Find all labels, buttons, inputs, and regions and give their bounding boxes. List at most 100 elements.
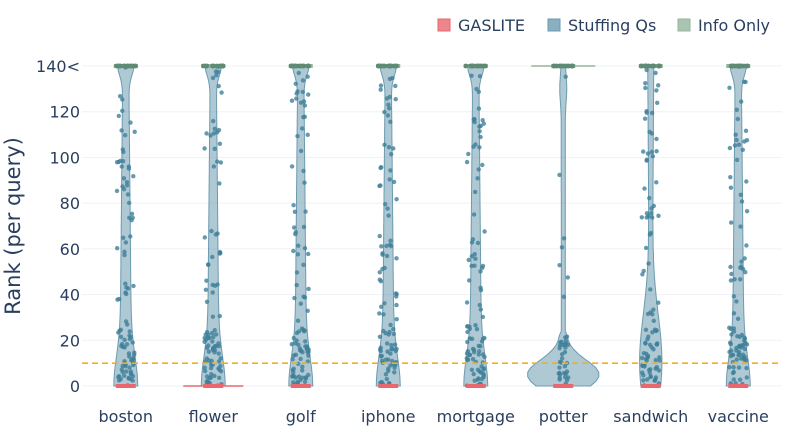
data-point xyxy=(467,326,472,332)
data-point xyxy=(218,250,223,256)
data-point xyxy=(478,134,483,140)
legend-label[interactable]: Info Only xyxy=(698,16,770,35)
data-point xyxy=(640,272,645,277)
data-point xyxy=(130,215,135,220)
data-point xyxy=(217,141,223,146)
data-point xyxy=(476,167,481,172)
data-point xyxy=(647,195,652,201)
data-point xyxy=(382,301,387,306)
data-point xyxy=(294,270,300,275)
data-point xyxy=(301,114,306,120)
data-point xyxy=(734,299,739,304)
data-point xyxy=(377,183,382,189)
x-tick-potter: potter xyxy=(539,407,588,426)
data-point xyxy=(562,342,567,347)
data-point xyxy=(202,235,207,240)
data-point xyxy=(386,213,391,218)
data-point xyxy=(649,211,654,216)
data-point xyxy=(731,294,737,299)
data-point xyxy=(648,230,654,236)
data-point xyxy=(744,342,750,347)
data-point xyxy=(557,365,562,370)
data-point xyxy=(292,63,298,69)
data-point xyxy=(743,128,749,133)
data-point xyxy=(469,367,475,372)
data-point xyxy=(127,365,132,370)
data-point xyxy=(386,357,391,362)
data-point xyxy=(477,129,482,134)
data-point xyxy=(569,63,575,69)
data-point xyxy=(382,265,387,271)
data-point xyxy=(654,136,659,142)
data-point xyxy=(124,285,129,290)
legend-swatch[interactable] xyxy=(437,18,451,32)
data-point xyxy=(465,339,470,345)
data-point xyxy=(292,209,298,214)
data-point xyxy=(559,356,565,361)
data-point xyxy=(639,355,645,361)
data-point xyxy=(391,179,397,185)
legend[interactable]: GASLITE Stuffing Qs Info Only xyxy=(437,16,770,35)
data-point xyxy=(212,328,217,333)
data-point xyxy=(561,294,567,299)
data-point xyxy=(480,336,486,341)
data-point xyxy=(388,322,393,328)
data-point xyxy=(476,352,481,357)
data-point xyxy=(479,376,484,382)
data-point xyxy=(739,264,744,269)
data-point xyxy=(294,282,299,288)
data-point xyxy=(477,369,482,374)
data-point xyxy=(295,252,301,257)
data-point xyxy=(301,63,307,69)
data-point xyxy=(645,151,651,156)
data-point xyxy=(302,246,308,251)
data-point xyxy=(650,330,655,335)
data-point xyxy=(736,353,741,358)
data-point xyxy=(643,341,648,346)
data-point xyxy=(744,365,749,371)
data-point xyxy=(481,121,486,126)
data-point xyxy=(123,319,129,324)
data-point xyxy=(377,334,383,339)
data-point xyxy=(208,133,213,138)
data-point xyxy=(386,102,391,107)
legend-label[interactable]: GASLITE xyxy=(458,16,525,35)
data-point xyxy=(116,113,122,119)
data-point xyxy=(377,311,382,316)
data-point xyxy=(650,312,655,317)
data-point xyxy=(466,257,471,263)
data-point xyxy=(740,147,745,152)
legend-swatch[interactable] xyxy=(677,18,691,32)
data-point xyxy=(393,291,398,296)
data-point xyxy=(470,357,476,362)
data-point xyxy=(391,146,396,151)
data-point xyxy=(480,263,486,269)
data-point xyxy=(289,164,295,169)
data-point xyxy=(116,330,121,335)
data-point xyxy=(204,374,210,379)
data-point xyxy=(466,151,471,157)
data-point xyxy=(218,363,223,369)
data-point xyxy=(115,246,120,251)
data-point xyxy=(300,368,305,373)
data-point xyxy=(211,164,216,169)
data-point xyxy=(478,287,484,293)
data-point xyxy=(291,373,296,379)
data-point xyxy=(639,215,644,220)
data-point xyxy=(302,379,308,385)
legend-label[interactable]: Stuffing Qs xyxy=(568,16,656,35)
data-point xyxy=(730,370,736,376)
data-point xyxy=(651,318,656,323)
data-point xyxy=(116,375,121,380)
data-point xyxy=(293,341,298,346)
data-point xyxy=(306,251,311,257)
data-point xyxy=(386,145,392,150)
data-point xyxy=(475,240,481,246)
data-point xyxy=(647,129,652,135)
data-point xyxy=(385,349,390,354)
data-point xyxy=(478,307,483,312)
data-point xyxy=(656,213,661,218)
data-point xyxy=(557,263,562,268)
legend-swatch[interactable] xyxy=(547,18,561,32)
data-point xyxy=(728,175,733,180)
